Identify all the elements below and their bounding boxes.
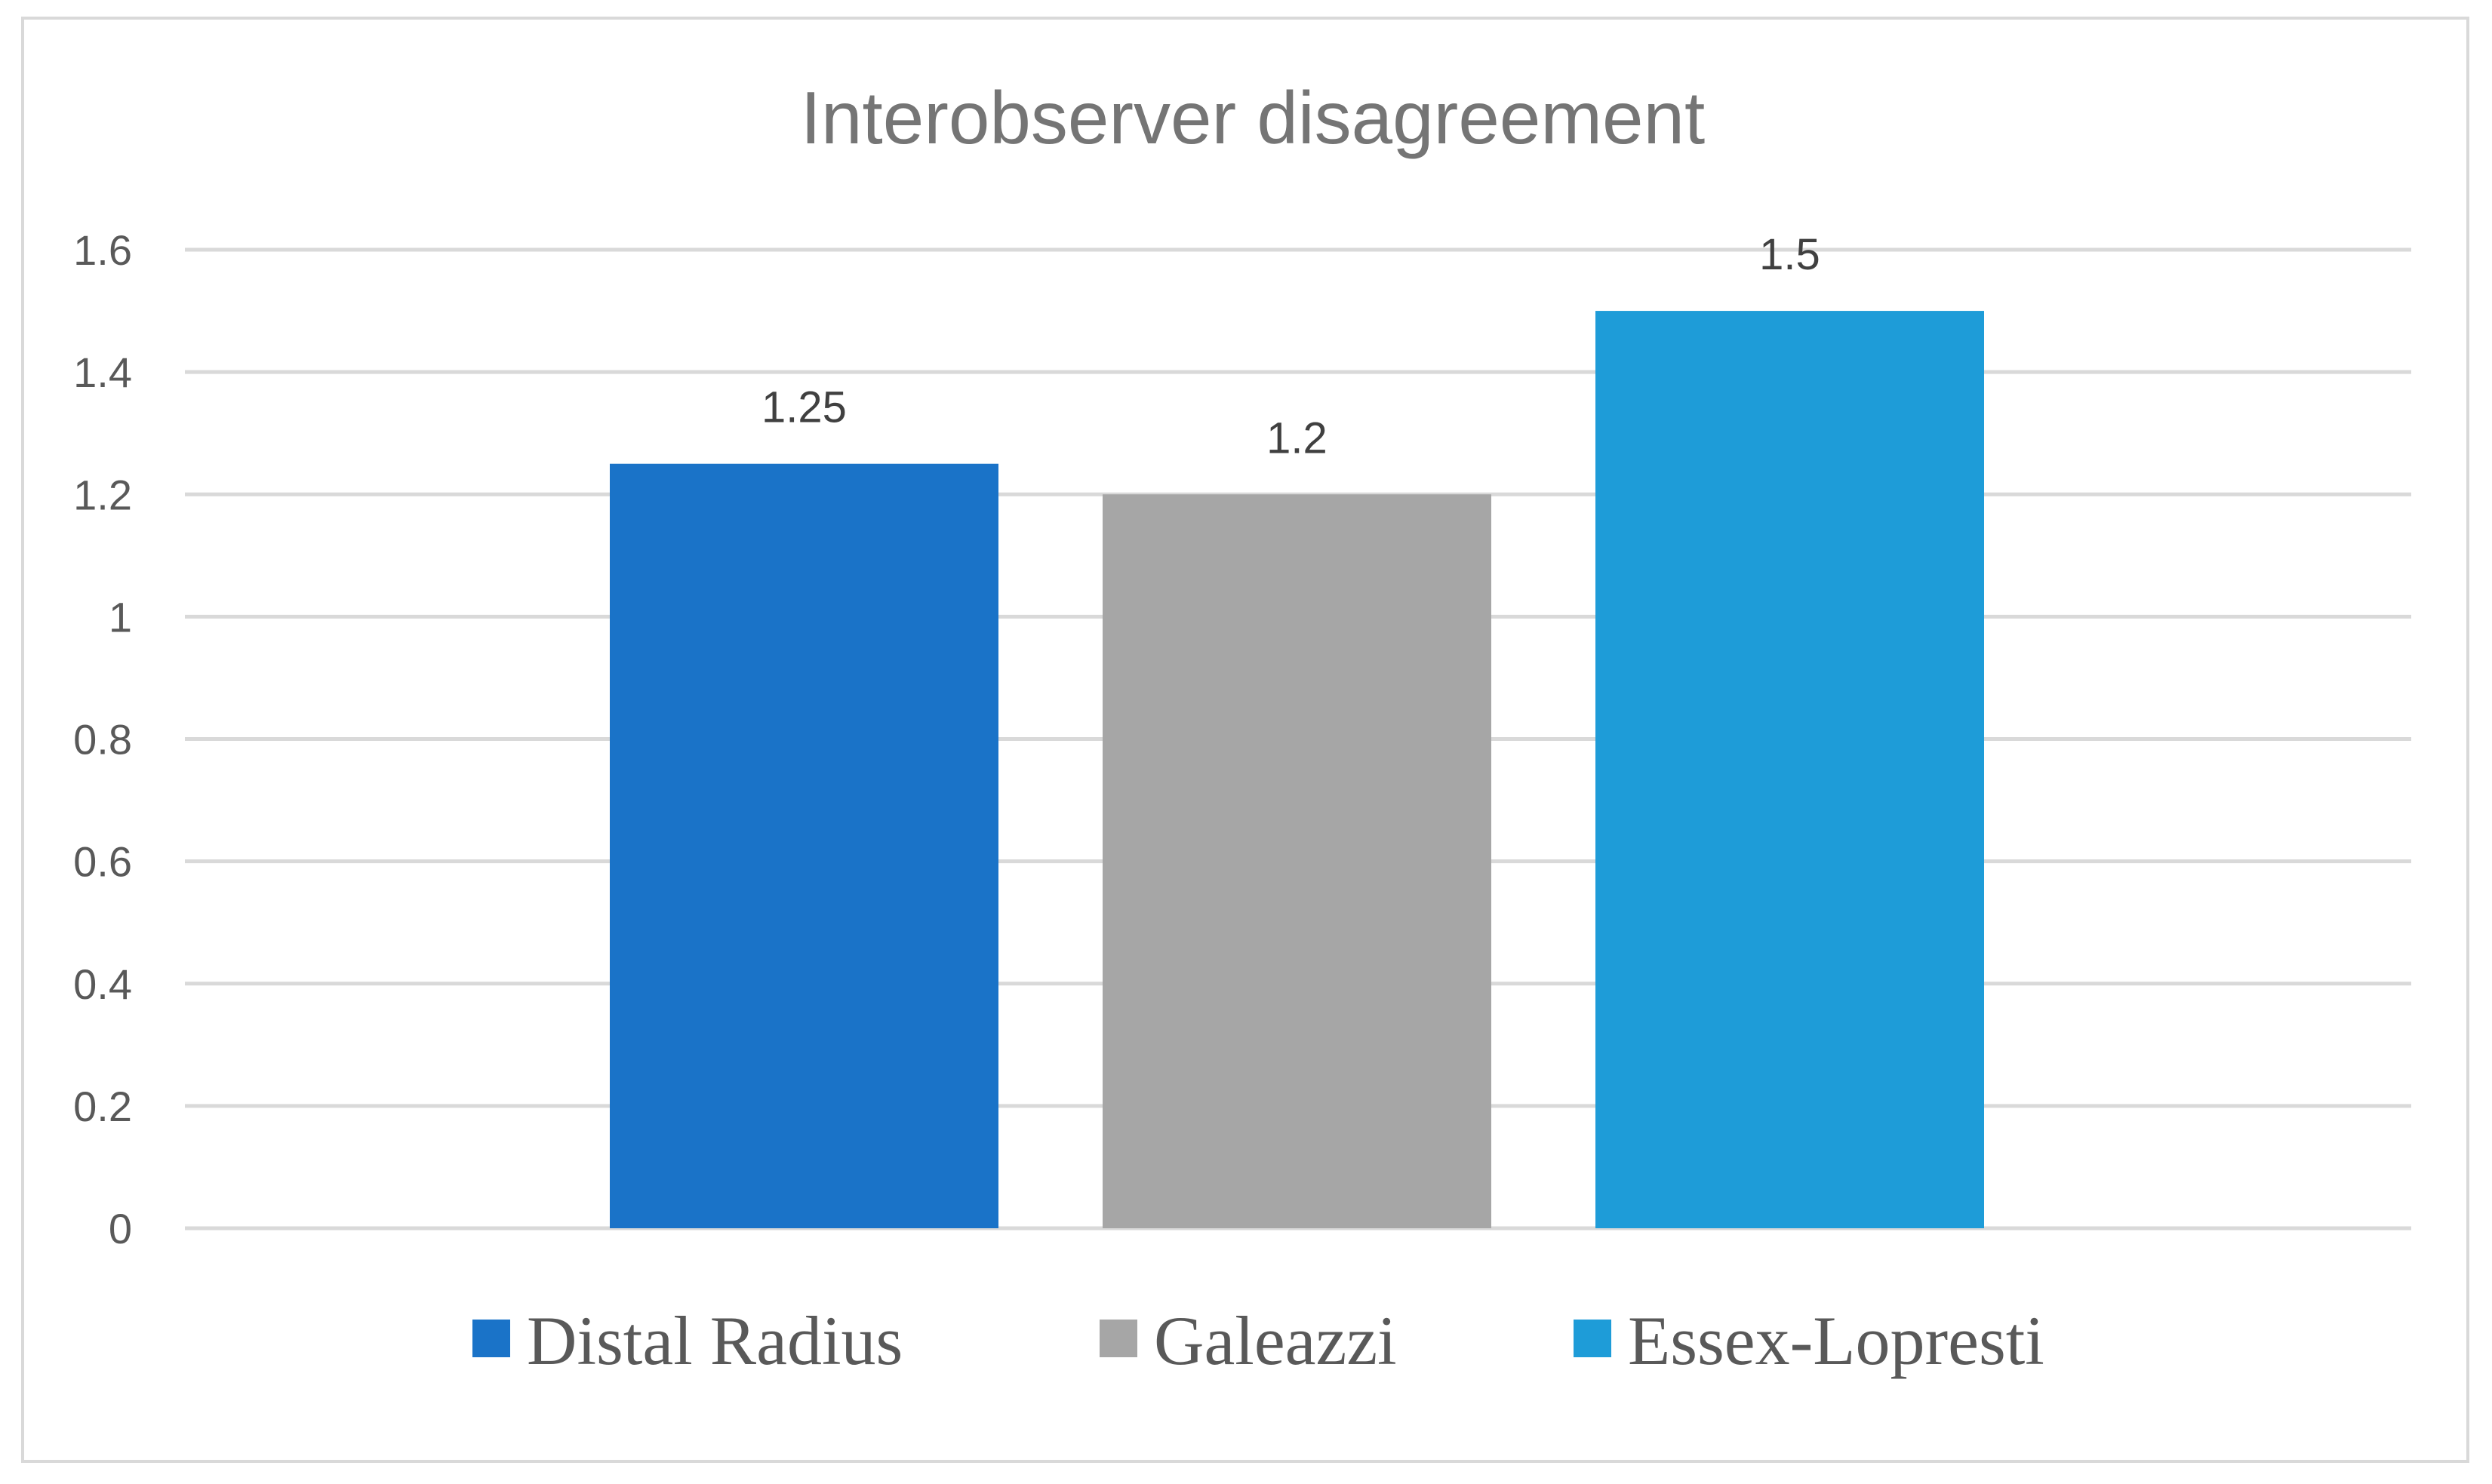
bar: [1103, 494, 1491, 1228]
data-label: 1.2: [1266, 413, 1328, 462]
legend-swatch: [472, 1320, 510, 1357]
bar: [1595, 311, 1984, 1228]
y-tick-label: 1.2: [73, 471, 132, 518]
chart-title: Interobserver disagreement: [801, 76, 1705, 159]
data-label: 1.25: [761, 383, 847, 432]
legend: Distal Radius Galeazzi Essex-Lopresti: [472, 1302, 2044, 1379]
legend-label: Galeazzi: [1154, 1302, 1397, 1379]
y-tick-label: 0.8: [73, 716, 132, 764]
legend-swatch: [1100, 1320, 1137, 1357]
y-tick-label: 1.6: [73, 226, 132, 274]
legend-swatch: [1574, 1320, 1611, 1357]
y-tick-label: 1.4: [73, 349, 132, 396]
y-tick-label: 1: [109, 593, 132, 641]
y-axis-ticks: 0 0.2 0.4 0.6 0.8 1 1.2 1.4 1.6: [73, 226, 132, 1252]
data-labels: 1.25 1.2 1.5: [761, 230, 1820, 462]
data-label: 1.5: [1759, 230, 1820, 279]
y-tick-label: 0: [109, 1205, 132, 1252]
y-tick-label: 0.4: [73, 960, 132, 1008]
y-tick-label: 0.2: [73, 1083, 132, 1130]
legend-label: Distal Radius: [527, 1302, 903, 1379]
legend-label: Essex-Lopresti: [1628, 1302, 2044, 1379]
bars: [610, 311, 1984, 1228]
y-tick-label: 0.6: [73, 838, 132, 886]
bar: [610, 463, 998, 1228]
